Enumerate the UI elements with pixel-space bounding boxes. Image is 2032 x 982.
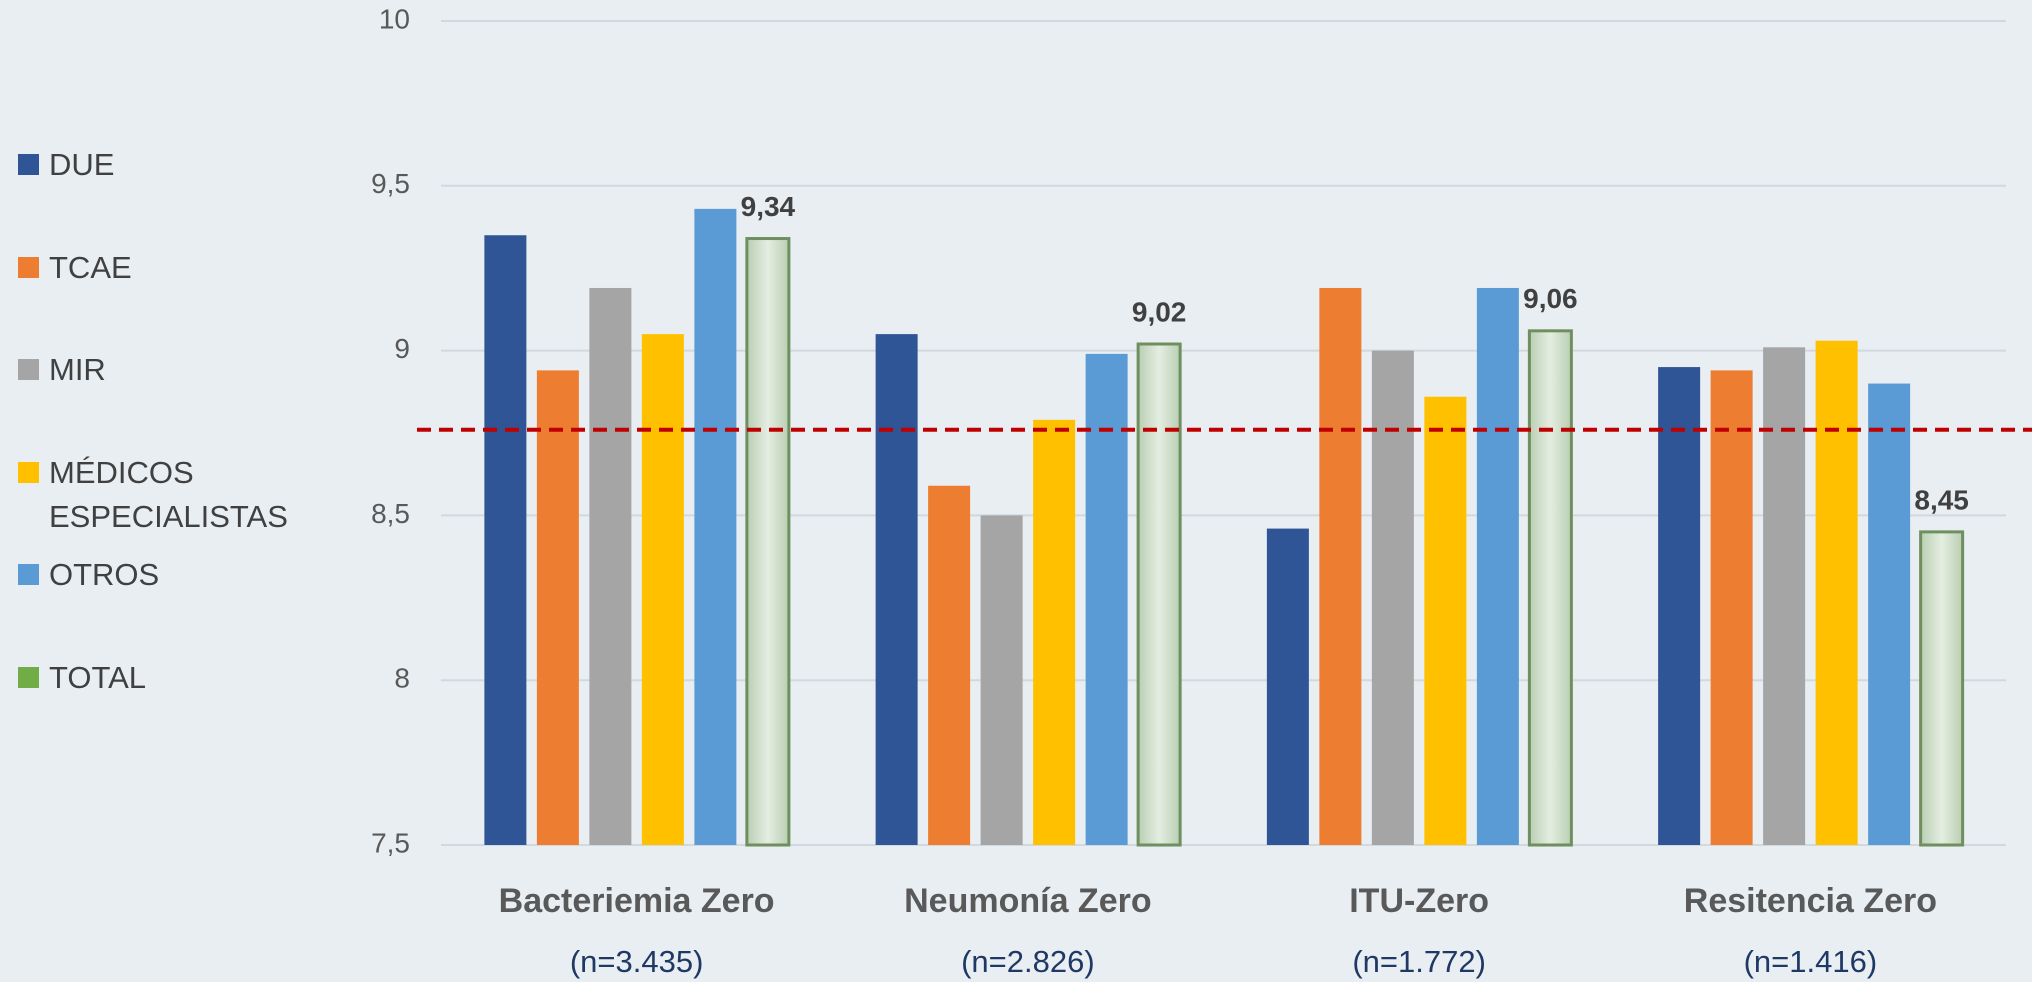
legend-label: TCAE (49, 249, 132, 285)
bar (694, 208, 737, 845)
category-count: (n=2.826) (961, 944, 1095, 979)
x-tick-label: Bacteriemia Zero (499, 882, 775, 920)
category-count: (n=1.772) (1352, 944, 1486, 979)
legend-swatch (18, 154, 39, 175)
legend-item: MÉDICOS ESPECIALISTAS (18, 451, 289, 539)
bar (1527, 329, 1573, 847)
category-count: (n=3.435) (570, 944, 704, 979)
bar (1815, 340, 1858, 845)
x-tick-label: Resitencia Zero (1684, 882, 1937, 920)
y-tick-label: 8 (394, 663, 410, 694)
bar (928, 485, 971, 845)
y-tick-label: 7,5 (371, 827, 410, 858)
legend-swatch (18, 461, 39, 483)
bar (1476, 287, 1519, 845)
bar (1710, 370, 1753, 845)
legend-swatch (18, 359, 39, 381)
category-count: (n=1.416) (1744, 944, 1878, 979)
bar (589, 287, 632, 845)
bar (1868, 383, 1911, 845)
bar (484, 235, 527, 846)
bar (1658, 367, 1701, 845)
bar (1424, 396, 1467, 845)
bar (745, 237, 791, 847)
bar (875, 334, 918, 845)
bar (1136, 342, 1182, 847)
legend-swatch (18, 564, 39, 586)
x-tick-label: ITU-Zero (1349, 882, 1489, 920)
value-label: 8,45 (1914, 484, 1969, 515)
legend-item: DUE (18, 143, 289, 187)
legend-label: OTROS (49, 557, 160, 593)
legend-label: TOTAL (49, 660, 147, 695)
y-tick-label: 9,5 (371, 168, 410, 199)
legend-item: TCAE (18, 246, 289, 290)
y-tick-label: 10 (379, 3, 410, 34)
x-tick-label: Neumonía Zero (904, 882, 1151, 920)
bar (1763, 347, 1806, 845)
legend-swatch (18, 667, 39, 688)
bar (1319, 287, 1362, 845)
bar (1919, 530, 1965, 847)
bar (641, 334, 684, 845)
legend-swatch (18, 256, 39, 278)
bar (1371, 350, 1414, 845)
value-label: 9,34 (741, 191, 796, 222)
legend-label: MÉDICOS ESPECIALISTAS (49, 454, 288, 534)
legend-item: OTROS (18, 553, 289, 597)
bar (1033, 419, 1076, 845)
value-label: 9,02 (1132, 296, 1187, 327)
legend-label: MIR (49, 352, 106, 388)
legend-item: MIR (18, 348, 289, 392)
value-label: 9,06 (1523, 283, 1578, 314)
legend-item: TOTAL (18, 656, 289, 700)
y-tick-label: 8,5 (371, 498, 410, 529)
bar (536, 370, 579, 845)
bar (1266, 528, 1309, 845)
bar (1085, 353, 1128, 845)
y-tick-label: 9 (394, 333, 410, 364)
legend-label: DUE (49, 147, 115, 182)
bar (980, 515, 1023, 845)
